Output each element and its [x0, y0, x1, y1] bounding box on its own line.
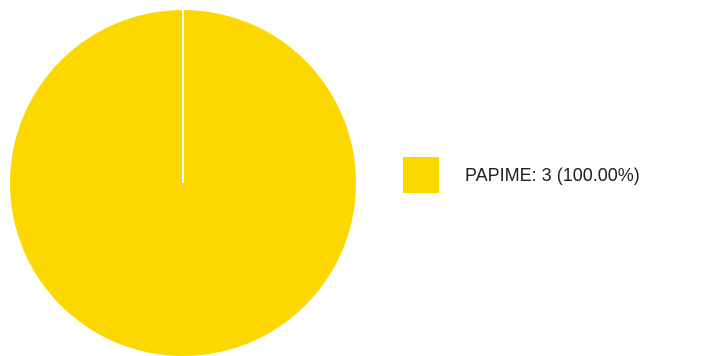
legend-label-papime: PAPIME: 3 (100.00%) — [465, 164, 640, 185]
legend-swatch-papime — [403, 157, 439, 193]
chart-legend: PAPIME: 3 (100.00%) — [403, 157, 640, 193]
